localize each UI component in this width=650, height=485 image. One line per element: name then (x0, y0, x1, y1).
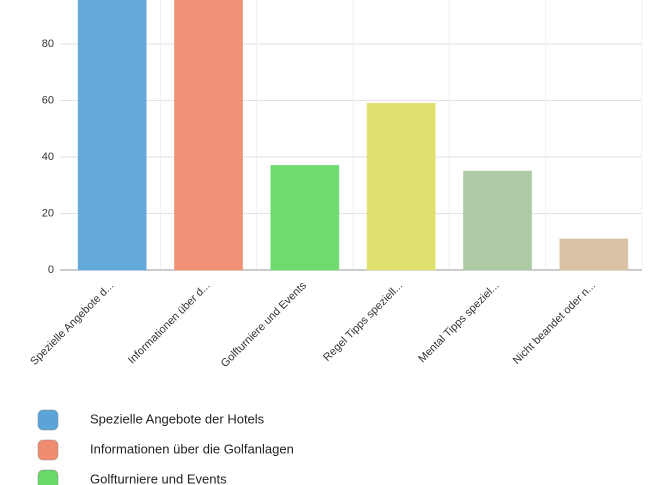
legend-label: Informationen über die Golfanlagen (90, 441, 294, 456)
legend-label: Spezielle Angebote der Hotels (90, 411, 265, 426)
legend-swatch (37, 469, 59, 485)
y-tick-label: 0 (48, 264, 54, 276)
bar (366, 102, 436, 271)
legend-label: Golfturniere und Events (90, 471, 227, 485)
bar (559, 238, 629, 271)
bar (270, 164, 340, 271)
y-tick-label: 40 (42, 151, 54, 163)
x-tick-label: Mental Tipps speziel... (416, 280, 501, 365)
x-tick-label: Regel Tipps speziell... (321, 280, 405, 364)
x-tick-label: Nicht beandet oder n... (511, 280, 598, 367)
x-tick-label: Golfturniere und Events (219, 279, 310, 370)
y-tick-label: 20 (42, 207, 54, 219)
bar (174, 0, 243, 271)
legend-swatch (37, 439, 59, 461)
legend: Spezielle Angebote der Hotels Information… (37, 409, 294, 485)
bar (463, 170, 532, 271)
y-tick-label: 60 (42, 94, 54, 106)
legend-swatch (37, 409, 59, 431)
bar (77, 0, 147, 271)
y-tick-label: 80 (42, 38, 54, 50)
x-tick-label: Spezielle Angebote d... (28, 280, 116, 368)
x-tick-label: Informationen über d... (126, 280, 213, 367)
